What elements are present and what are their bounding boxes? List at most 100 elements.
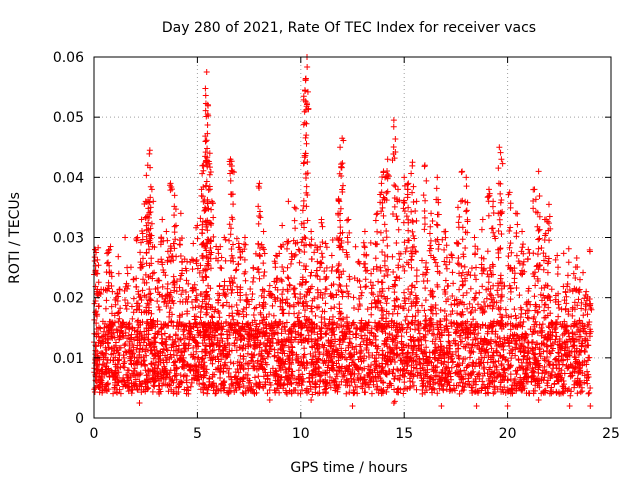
data-point — [424, 328, 431, 335]
data-point — [100, 328, 107, 335]
data-point — [151, 334, 158, 341]
data-point — [582, 328, 589, 335]
data-point — [422, 312, 429, 319]
data-point — [160, 380, 167, 387]
data-point — [203, 137, 210, 144]
data-point — [362, 267, 369, 274]
data-point — [403, 244, 410, 251]
data-point — [375, 278, 382, 285]
data-point — [122, 234, 129, 241]
data-point — [292, 225, 299, 232]
data-point — [396, 256, 403, 263]
data-point — [178, 259, 185, 266]
data-point — [204, 390, 211, 397]
data-point — [314, 345, 321, 352]
data-point — [410, 338, 417, 345]
data-point — [91, 258, 98, 265]
data-point — [529, 345, 536, 352]
data-point — [120, 360, 127, 367]
data-point — [479, 372, 486, 379]
data-point — [312, 312, 319, 319]
data-point — [570, 342, 577, 349]
data-point — [443, 265, 450, 272]
data-point — [507, 240, 514, 247]
data-point — [464, 363, 471, 370]
data-point — [401, 267, 408, 274]
data-point — [311, 249, 318, 256]
data-point — [240, 383, 247, 390]
data-point — [471, 272, 478, 279]
data-point — [459, 224, 466, 231]
data-point — [171, 212, 178, 219]
data-point — [571, 299, 578, 306]
data-point — [456, 286, 463, 293]
data-point — [473, 276, 480, 283]
data-point — [551, 326, 558, 333]
data-point — [488, 345, 495, 352]
data-point — [124, 264, 131, 271]
data-point — [560, 250, 567, 257]
data-point — [471, 251, 478, 258]
data-point — [457, 368, 464, 375]
data-point — [516, 364, 523, 371]
data-point — [408, 170, 415, 177]
data-point — [301, 345, 308, 352]
data-point — [436, 385, 443, 392]
data-point — [465, 378, 472, 385]
data-point — [434, 222, 441, 229]
data-point — [427, 242, 434, 249]
data-point — [444, 283, 451, 290]
data-point — [358, 289, 365, 296]
data-point — [470, 316, 477, 323]
data-point — [93, 270, 100, 277]
data-point — [270, 312, 277, 319]
data-point — [544, 269, 551, 276]
data-point — [478, 387, 485, 394]
data-point — [402, 300, 409, 307]
data-point — [346, 339, 353, 346]
data-point — [410, 183, 417, 190]
data-point — [94, 366, 101, 373]
data-point — [206, 183, 213, 190]
data-point — [585, 354, 592, 361]
data-point — [295, 309, 302, 316]
data-point — [376, 288, 383, 295]
data-point — [395, 385, 402, 392]
data-point — [279, 291, 286, 298]
data-point — [155, 303, 162, 310]
data-point — [256, 320, 263, 327]
data-point — [279, 264, 286, 271]
data-point — [538, 390, 545, 397]
data-point — [509, 390, 516, 397]
data-point — [206, 336, 213, 343]
data-point — [435, 245, 442, 252]
data-point — [309, 308, 316, 315]
data-point — [468, 265, 475, 272]
data-point — [279, 278, 286, 285]
data-point — [206, 150, 213, 157]
data-point — [461, 263, 468, 270]
data-point — [413, 278, 420, 285]
data-point — [304, 327, 311, 334]
data-point — [433, 185, 440, 192]
data-point — [299, 207, 306, 214]
data-point — [473, 360, 480, 367]
data-point — [178, 336, 185, 343]
data-point — [304, 64, 311, 71]
data-point — [467, 309, 474, 316]
data-point — [231, 339, 238, 346]
data-point — [137, 249, 144, 256]
data-point — [439, 374, 446, 381]
data-point — [244, 321, 251, 328]
data-point — [301, 159, 308, 166]
data-point — [148, 220, 155, 227]
data-point — [179, 287, 186, 294]
data-point — [284, 238, 291, 245]
data-point — [260, 228, 267, 235]
data-point — [463, 207, 470, 214]
data-point — [347, 349, 354, 356]
data-point — [199, 170, 206, 177]
data-point — [213, 383, 220, 390]
data-point — [413, 217, 420, 224]
data-point — [573, 255, 580, 262]
